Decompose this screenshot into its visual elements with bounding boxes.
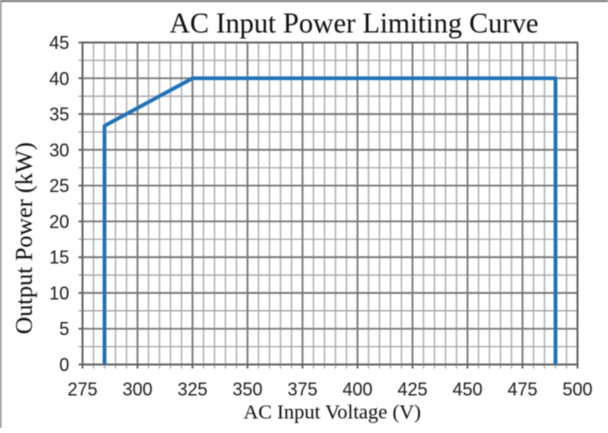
svg-text:500: 500 [562, 380, 592, 400]
svg-text:0: 0 [59, 355, 69, 375]
svg-text:350: 350 [232, 380, 262, 400]
svg-text:20: 20 [49, 212, 69, 232]
svg-text:AC Input Power Limiting Curve: AC Input Power Limiting Curve [169, 8, 538, 39]
svg-text:475: 475 [507, 380, 537, 400]
svg-text:15: 15 [49, 248, 69, 268]
svg-text:375: 375 [287, 380, 317, 400]
svg-text:25: 25 [49, 176, 69, 196]
svg-text:450: 450 [452, 380, 482, 400]
svg-text:5: 5 [59, 319, 69, 339]
svg-text:425: 425 [397, 380, 427, 400]
svg-text:325: 325 [177, 380, 207, 400]
svg-text:AC Input Voltage (V): AC Input Voltage (V) [243, 402, 420, 424]
svg-text:30: 30 [49, 140, 69, 160]
svg-text:400: 400 [342, 380, 372, 400]
svg-text:35: 35 [49, 105, 69, 125]
svg-text:300: 300 [122, 380, 152, 400]
svg-text:10: 10 [49, 283, 69, 303]
svg-text:275: 275 [67, 380, 97, 400]
svg-text:40: 40 [49, 69, 69, 89]
svg-text:45: 45 [49, 33, 69, 53]
svg-text:Output Power (kW): Output Power (kW) [11, 142, 38, 334]
